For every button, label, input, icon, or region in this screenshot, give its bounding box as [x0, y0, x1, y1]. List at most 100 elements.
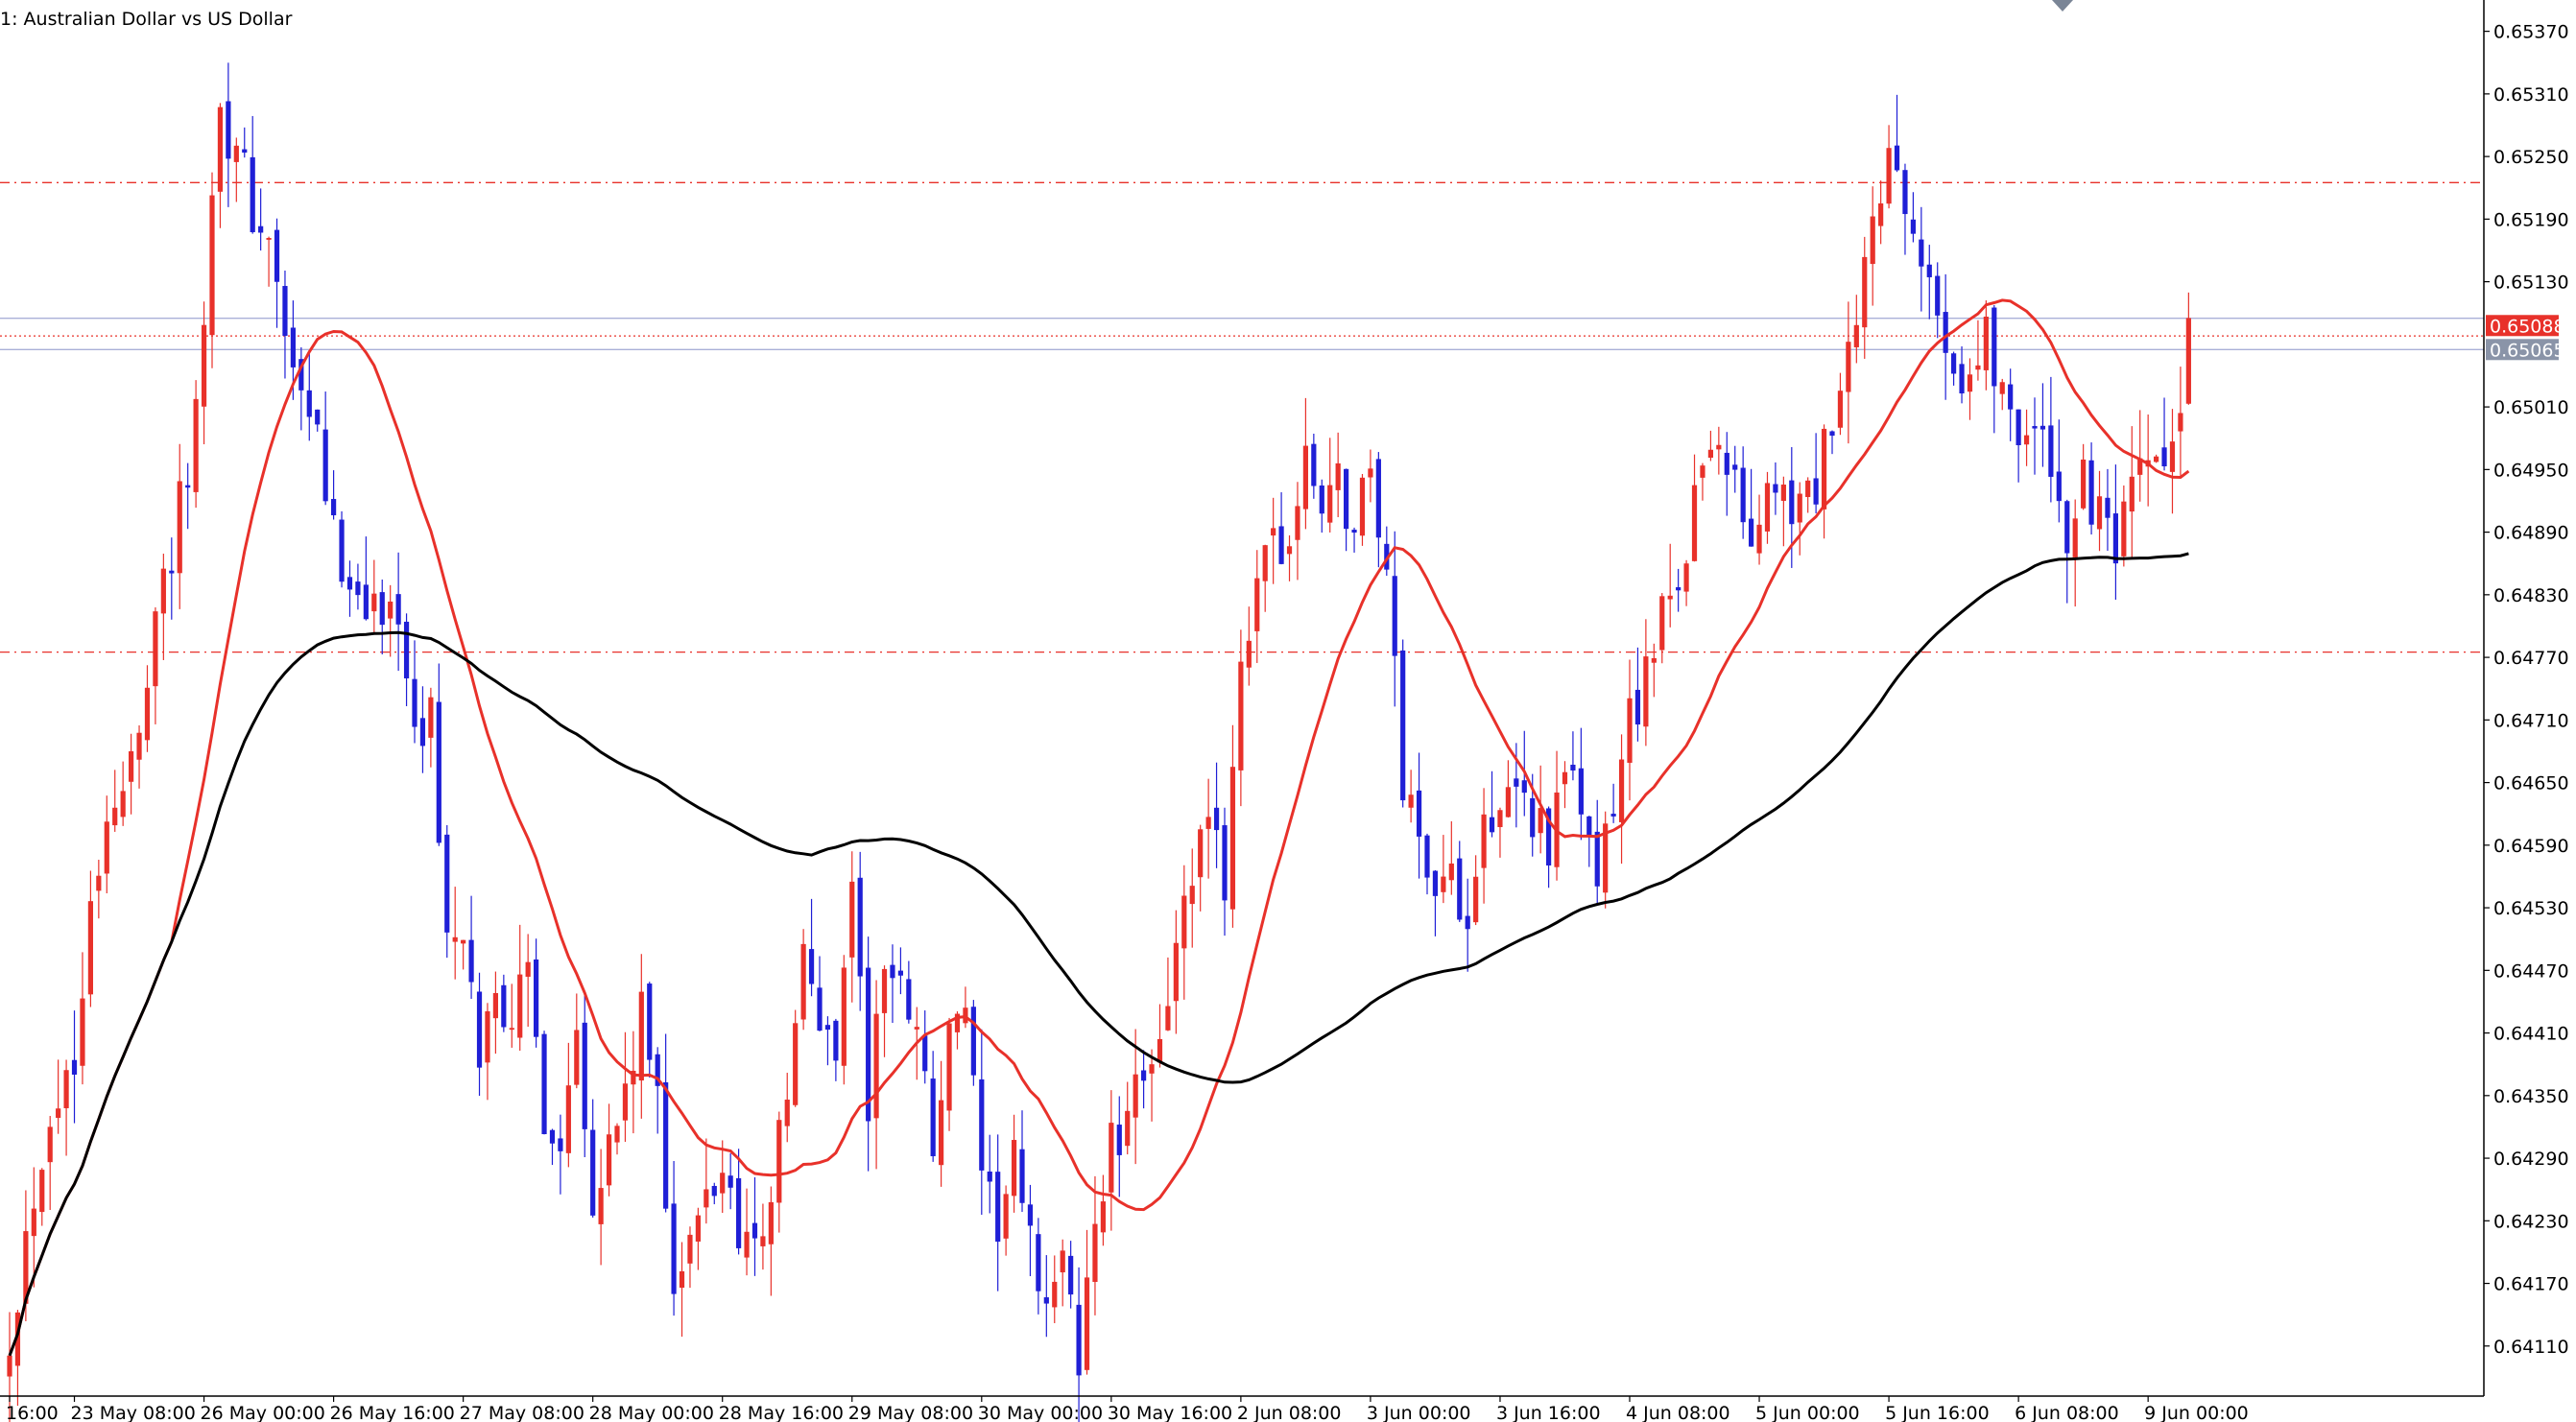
candle-body: [565, 1085, 571, 1153]
candle-body: [1384, 543, 1390, 570]
time-tick-label: 28 May 00:00: [589, 1403, 714, 1422]
candle: [2081, 443, 2087, 510]
candle: [1084, 1229, 1090, 1375]
candle-body: [1829, 431, 1835, 437]
candle-body: [2072, 518, 2078, 557]
candle-body: [395, 594, 401, 625]
candle-body: [590, 1129, 596, 1216]
candle-body: [1651, 658, 1657, 663]
candle: [468, 895, 474, 1000]
candle: [1603, 811, 1609, 909]
time-tick-label: 9 Jun 00:00: [2144, 1403, 2249, 1422]
candle: [1894, 94, 1900, 173]
candle-body: [1505, 787, 1511, 818]
time-tick-label: 30 May 16:00: [1108, 1403, 1232, 1422]
candle-body: [1846, 342, 1851, 392]
candle: [549, 1128, 556, 1166]
price-tick-label: 0.65010: [2493, 397, 2569, 418]
candle: [679, 1242, 685, 1338]
candle-body: [233, 145, 239, 162]
candle-body: [1116, 1125, 1122, 1155]
candle-body: [1497, 810, 1503, 827]
candle-body: [751, 1222, 758, 1239]
price-tick-label: 0.65310: [2493, 84, 2569, 106]
candle: [1473, 855, 1479, 926]
candle: [857, 851, 863, 1011]
candle: [1707, 430, 1713, 462]
candle: [768, 1186, 774, 1296]
candle: [2048, 376, 2054, 503]
candle-body: [622, 1083, 629, 1121]
candle-body: [1036, 1234, 1041, 1292]
candle: [1627, 659, 1633, 801]
time-tick-label: 27 May 08:00: [460, 1403, 584, 1422]
candle: [395, 552, 401, 672]
time-tick-label: 26 May 00:00: [201, 1403, 325, 1422]
candle: [476, 972, 483, 1096]
candle: [1052, 1255, 1058, 1324]
candle: [873, 980, 879, 1170]
candle-body: [897, 970, 903, 976]
candle-body: [1133, 1074, 1138, 1118]
current-price-badge: 0.65088: [2486, 315, 2565, 337]
candle-body: [1764, 483, 1771, 532]
candle-body: [193, 398, 199, 492]
candle-body: [136, 732, 142, 760]
candle: [704, 1138, 709, 1224]
candle-body: [87, 901, 93, 995]
time-tick-label: 16:00: [6, 1403, 59, 1422]
scroll-marker-icon[interactable]: [2052, 0, 2073, 12]
candle-body: [1213, 807, 1220, 831]
candle: [1846, 301, 1851, 444]
candle-body: [144, 687, 151, 741]
candle-body: [266, 238, 272, 240]
candle: [614, 1123, 620, 1155]
candle: [720, 1140, 726, 1214]
moving-averages: [8, 298, 2190, 1357]
candle: [87, 870, 93, 1007]
candle-body: [2154, 456, 2159, 462]
time-tick-label: 23 May 08:00: [71, 1403, 196, 1422]
candle: [1853, 295, 1859, 364]
candle-body: [2161, 447, 2167, 467]
candle: [1335, 432, 1341, 517]
candle: [388, 584, 394, 657]
candle: [120, 761, 126, 826]
candle-body: [881, 968, 888, 1013]
candle-body: [1157, 1038, 1163, 1063]
candle-body: [849, 881, 855, 958]
candle: [1797, 482, 1802, 556]
candle-body: [1473, 876, 1479, 923]
time-tick-label: 28 May 16:00: [719, 1403, 844, 1422]
ma-slow-line: [8, 552, 2189, 1357]
candle: [1489, 770, 1495, 838]
candle-body: [1027, 1204, 1034, 1226]
candle: [841, 955, 847, 1085]
candle: [1683, 559, 1689, 606]
candle: [39, 1168, 45, 1226]
candle: [1092, 1175, 1098, 1315]
candle-body: [1109, 1123, 1114, 1193]
candle: [963, 986, 968, 1029]
candle-body: [1707, 449, 1713, 459]
candle: [736, 1149, 742, 1255]
candle-body: [250, 156, 255, 232]
candle: [2064, 499, 2070, 604]
candle: [622, 1031, 629, 1143]
candle: [1384, 526, 1390, 577]
candle: [444, 825, 450, 959]
candle-body: [1375, 459, 1381, 538]
candle: [346, 560, 353, 617]
candle: [1027, 1184, 1034, 1276]
candle-body: [363, 584, 369, 620]
candle-body: [56, 1108, 61, 1119]
candle: [922, 1010, 928, 1084]
candle-body: [1441, 876, 1446, 892]
candle: [1992, 304, 1997, 434]
candle-body: [873, 1013, 879, 1119]
axes: [0, 0, 2485, 1397]
candle-body: [485, 1010, 490, 1063]
candle-body: [1173, 942, 1179, 1002]
candle-body: [1400, 650, 1406, 801]
price-tick-label: 0.64170: [2493, 1274, 2569, 1295]
